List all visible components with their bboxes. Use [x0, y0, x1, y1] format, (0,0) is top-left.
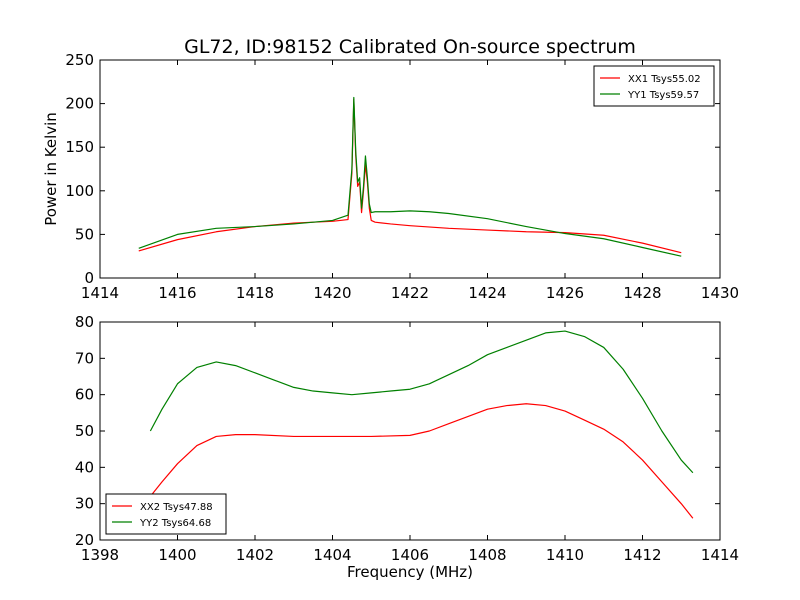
- y-tick-label: 250: [65, 51, 94, 69]
- upper-panel: 1414 1416 1418 1420 1422 1424 1426 1428 1430 0 50 1…: [42, 51, 739, 302]
- lower-panel: 1398 1400 1402 1404 1406 1408 1410 1412 1414 20 30…: [75, 313, 739, 581]
- y-tick-label: 20: [75, 531, 94, 549]
- legend-label: XX1 Tsys55.02: [628, 74, 701, 85]
- legend-box: [105, 493, 227, 535]
- x-tick-label: 1414: [81, 284, 119, 302]
- series-line-2: [149, 330, 694, 474]
- y-tick-label: 200: [65, 95, 94, 113]
- legend-label: XX2 Tsys47.88: [140, 502, 213, 513]
- x-tick-label: 1408: [468, 546, 506, 564]
- y-tick-label: 100: [65, 182, 94, 200]
- series-line-1: [149, 403, 694, 519]
- y-tick-label: 60: [75, 386, 94, 404]
- series-line-1: [138, 98, 682, 254]
- x-tick-label: 1418: [236, 284, 274, 302]
- x-tick-label: 1426: [546, 284, 584, 302]
- legend-label: YY2 Tsys64.68: [139, 518, 211, 529]
- x-tick-label: 1430: [701, 284, 739, 302]
- x-tick-label: 1402: [236, 546, 274, 564]
- y-tick-label: 30: [75, 495, 94, 513]
- legend-box: [593, 65, 715, 107]
- x-tick-label: 1416: [158, 284, 196, 302]
- x-tick-label: 1412: [623, 546, 661, 564]
- y-tick-label: 70: [75, 349, 94, 367]
- x-tick-label: 1420: [313, 284, 351, 302]
- figure-title: GL72, ID:98152 Calibrated On-source spec…: [184, 36, 636, 58]
- x-tick-label: 1400: [158, 546, 196, 564]
- x-tick-label: 1424: [468, 284, 506, 302]
- x-tick-label: 1398: [81, 546, 119, 564]
- y-tick-label: 40: [75, 458, 94, 476]
- y-tick-label: 50: [75, 422, 94, 440]
- legend: XX2 Tsys47.88 YY2 Tsys64.68: [105, 493, 227, 535]
- series-line-2: [138, 96, 682, 257]
- x-axis-title: Frequency (MHz): [347, 563, 473, 581]
- y-tick-label: 50: [75, 225, 94, 243]
- x-tick-label: 1406: [391, 546, 429, 564]
- x-tick-label: 1410: [546, 546, 584, 564]
- y-tick-label: 80: [75, 313, 94, 331]
- x-tick-label: 1422: [391, 284, 429, 302]
- x-tick-label: 1428: [623, 284, 661, 302]
- y-axis-title: Power in Kelvin: [42, 112, 60, 226]
- legend-label: YY1 Tsys59.57: [627, 90, 699, 101]
- x-tick-label: 1414: [701, 546, 739, 564]
- y-tick-label: 0: [84, 269, 94, 287]
- legend: XX1 Tsys55.02 YY1 Tsys59.57: [593, 65, 715, 107]
- x-tick-label: 1404: [313, 546, 351, 564]
- y-tick-label: 150: [65, 138, 94, 156]
